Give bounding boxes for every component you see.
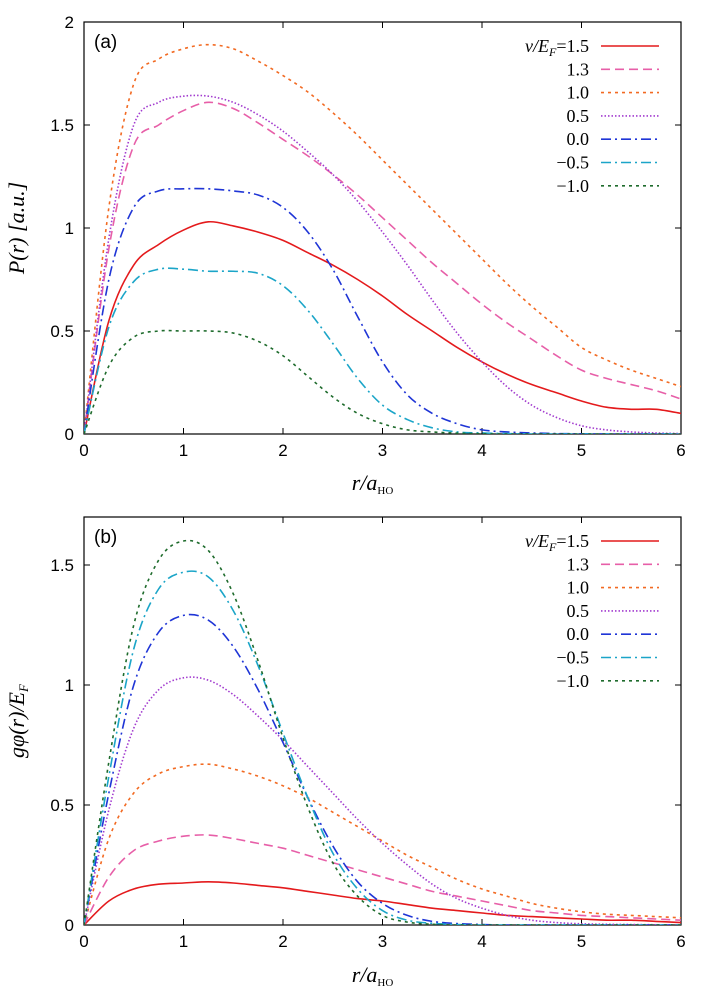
panel-a: 0 1 2 3 4 5 6 0 0.5 1 1.5 2 (a) r/aHO P(r) [a.u.] ν/EF=… [4,13,686,497]
legend-equals: = [556,36,566,56]
legend-title: ν/E [525,36,549,56]
x-tick-label: 0 [79,441,88,460]
x-tick-label: 3 [378,441,387,460]
legend-value: 1.5 [567,36,590,56]
x-tick-label: 4 [477,441,486,460]
legend-label: 1.0 [567,578,590,598]
legend-label: 1.0 [567,83,590,103]
y-tick-label: 1.5 [50,556,74,575]
legend-label: −0.5 [556,153,589,173]
plot-frame [83,516,682,926]
legend-label: 0.5 [567,601,590,621]
y-tick-label: 1 [65,219,74,238]
series-line-0.0 [84,613,681,925]
x-tick-label: 3 [378,932,387,951]
x-tick-label: 4 [477,932,486,951]
y-tick-label: 2 [65,13,74,32]
legend-label: 1.3 [567,554,590,574]
y-tick-label: 1.5 [50,116,74,135]
series-line-1.3 [84,101,681,434]
y-axis-title-main: gφ(r)/E [4,691,29,757]
legend-value: 1.5 [567,531,590,551]
y-axis-title-main: P(r) [a.u.] [4,182,29,275]
y-tick-label: 0 [65,425,74,444]
legend-label: ν/EF=1.5 [525,36,589,59]
x-axis-title: r/aHO [352,962,394,989]
plot-frame [83,21,682,435]
legend-title-sub: F [548,45,557,59]
legend-label: 0.0 [567,129,590,149]
series-line-−1.0 [84,539,681,925]
x-axis-title-main: r/a [352,470,378,495]
y-axis-title: P(r) [a.u.] [4,182,29,275]
series-line-1.5 [84,220,681,434]
legend-label: ν/EF=1.5 [525,531,589,554]
x-axis-title: r/aHO [352,470,394,497]
y-axis-title-sub: F [16,683,31,693]
series-line-1.3 [84,834,681,925]
y-tick-label: 0 [65,916,74,935]
series-line-0.5 [84,676,681,925]
x-tick-label: 5 [577,932,586,951]
x-tick-label: 6 [676,441,685,460]
x-tick-label: 1 [179,932,188,951]
legend-label: −0.5 [556,648,589,668]
series-line-−0.5 [84,570,681,925]
series-line-0.0 [84,187,681,434]
x-axis-title-main: r/a [352,962,378,987]
legend-label: −1.0 [556,671,589,691]
legend-label: 0.5 [567,106,590,126]
panel-label: (a) [94,32,117,53]
y-tick-label: 0.5 [50,322,74,341]
series-line-1.0 [84,763,681,925]
panel-b: 0 1 2 3 4 5 600.511.5(b)r/aHOgφ(r)/EFν/EF=1.51… [4,516,686,989]
legend-equals: = [556,531,566,551]
legend-label: 0.0 [567,624,590,644]
series-line-1.0 [84,43,681,434]
x-axis-title-sub: HO [377,977,393,989]
series-line-−1.0 [84,329,681,434]
y-tick-label: 1 [65,676,74,695]
series-line-0.5 [84,94,681,434]
x-tick-label: 5 [577,441,586,460]
y-tick-label: 0.5 [50,796,74,815]
x-tick-label: 1 [179,441,188,460]
x-tick-label: 0 [79,932,88,951]
legend-title-sub: F [548,540,557,554]
series-line-1.5 [84,880,681,925]
legend-title: ν/E [525,531,549,551]
legend-label: −1.0 [556,176,589,196]
x-tick-label: 6 [676,932,685,951]
legend-label: 1.3 [567,59,590,79]
series-line-−0.5 [84,267,681,434]
y-axis-title: gφ(r)/EF [4,683,31,758]
x-tick-label: 2 [278,932,287,951]
panel-label: (b) [94,527,117,548]
x-tick-label: 2 [278,441,287,460]
x-axis-title-sub: HO [377,485,393,497]
